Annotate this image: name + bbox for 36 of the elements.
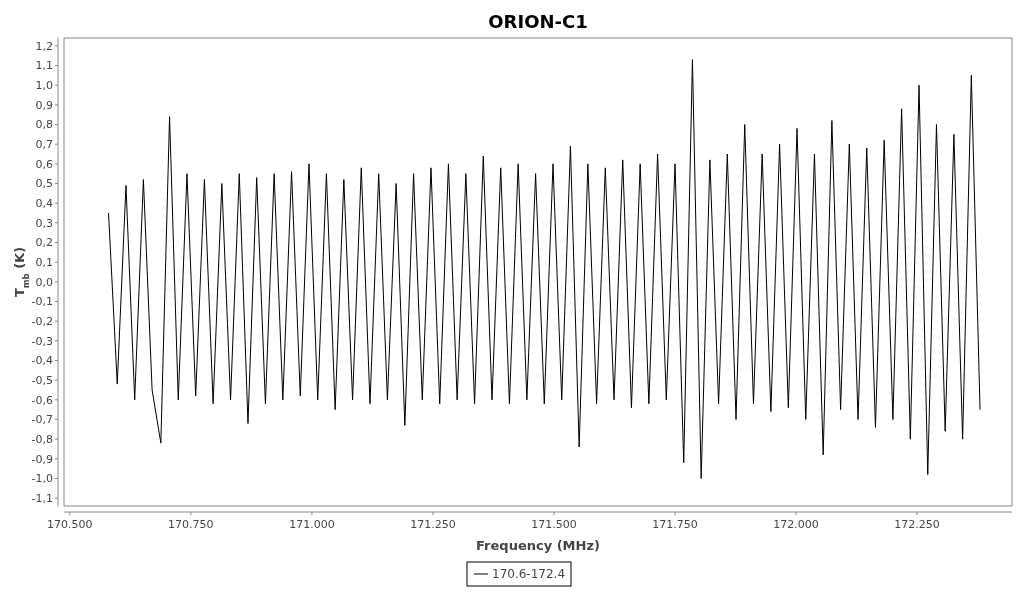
y-tick-label: -0,7: [31, 413, 53, 427]
y-tick-label: -0,5: [31, 374, 53, 387]
legend-label: 170.6-172.4: [492, 567, 566, 582]
y-tick-label: 0,5: [35, 177, 53, 191]
chart-title: ORION-C1: [488, 11, 588, 32]
x-tick-label: 172.250: [894, 518, 940, 531]
y-tick-label: -1,0: [31, 472, 53, 486]
x-tick-label: 170.500: [47, 518, 93, 531]
y-tick-label: 1,0: [35, 79, 53, 93]
x-tick-label: 171.500: [531, 518, 577, 531]
y-tick-label: 1,2: [35, 39, 53, 53]
y-tick-label: 0,3: [35, 216, 53, 230]
x-axis-title: Frequency (MHz): [476, 538, 600, 553]
y-tick-label: 0,9: [35, 98, 53, 112]
y-tick-label: 0,8: [35, 118, 53, 132]
y-tick-label: 0,1: [35, 256, 53, 270]
y-tick-label: -0,2: [31, 315, 53, 329]
y-tick-label: -1,1: [31, 491, 53, 505]
x-tick-label: 171.250: [410, 518, 456, 531]
y-tick-label: 0,7: [35, 138, 53, 152]
line-series: [108, 59, 981, 479]
y-tick-label: -0,3: [31, 334, 53, 348]
y-tick-label: 0,4: [35, 197, 53, 211]
x-tick-label: 171.750: [652, 518, 698, 531]
x-tick-label: 172.000: [773, 518, 819, 531]
y-tick-label: 1,1: [35, 59, 53, 73]
y-tick-label: -0,6: [31, 393, 53, 407]
y-tick-label: 0,6: [35, 157, 53, 171]
x-tick-label: 171.000: [289, 518, 335, 531]
x-tick-label: 170.750: [168, 518, 214, 531]
y-tick-label: -0,1: [31, 295, 53, 309]
y-tick-label: -0,8: [31, 432, 53, 446]
y-tick-label: 0,0: [35, 275, 53, 289]
y-tick-label: -0,4: [31, 354, 53, 368]
y-tick-label: 0,2: [35, 236, 53, 250]
y-tick-label: -0,9: [31, 452, 53, 466]
